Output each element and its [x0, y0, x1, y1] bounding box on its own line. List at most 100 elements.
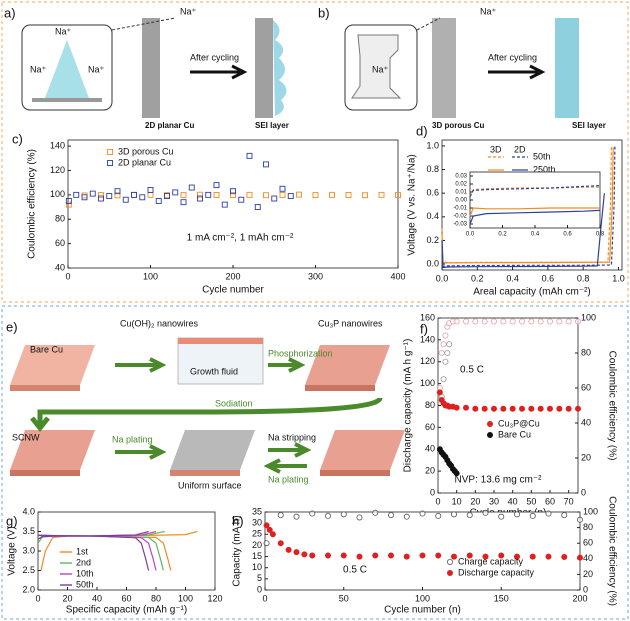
marker — [453, 470, 460, 477]
arrow — [190, 64, 248, 80]
y2-tick-label: 20 — [583, 569, 593, 579]
marker — [547, 405, 554, 412]
marker — [296, 191, 302, 198]
marker — [500, 405, 507, 412]
y-tick-label: 2.5 — [22, 565, 35, 575]
annotation: 0.5 C — [343, 565, 367, 576]
substrate-label: 3D porous Cu — [432, 121, 485, 130]
top-frame — [1, 1, 629, 303]
marker — [372, 509, 379, 516]
panel-label: b) — [318, 5, 330, 20]
marker — [450, 511, 457, 518]
marker — [345, 192, 352, 198]
label: Cu₃P nanowires — [318, 318, 383, 328]
substrate-label: 2D planar Cu — [145, 121, 194, 130]
label: Growth fluid — [190, 366, 238, 376]
marker — [500, 318, 507, 325]
marker — [545, 553, 552, 560]
y-tick-label: 120 — [50, 165, 65, 175]
legend-marker — [107, 160, 113, 166]
marker — [324, 512, 331, 519]
marker — [188, 184, 195, 191]
legend-marker — [107, 149, 113, 155]
annotation: 1 mA cm⁻², 1 mAh cm⁻² — [187, 233, 294, 244]
x-tick-label: 0 — [262, 593, 267, 603]
ion-label: Na⁺ — [55, 26, 72, 36]
y-tick-label: 35 — [252, 506, 262, 516]
bottom-frame — [1, 305, 629, 620]
y2-tick-label: 40 — [583, 553, 593, 563]
series-line — [469, 185, 601, 198]
series-line — [37, 530, 150, 571]
marker — [98, 192, 104, 199]
y2-tick-label: 0 — [583, 584, 588, 594]
marker — [509, 405, 516, 412]
series-line — [469, 209, 601, 225]
marker — [197, 195, 203, 202]
marker — [403, 513, 410, 520]
marker — [556, 318, 563, 325]
y-tick-label: 0.02 — [455, 182, 467, 188]
sei-label: SEI layer — [572, 121, 606, 130]
panel-label: a) — [4, 5, 16, 20]
marker — [537, 318, 544, 325]
marker — [98, 195, 104, 202]
marker — [285, 546, 292, 553]
ion-label: Na⁺ — [180, 6, 197, 16]
label: Na plating — [268, 474, 309, 484]
marker — [419, 510, 426, 517]
marker — [230, 192, 236, 199]
y2-tick-label: 40 — [581, 417, 591, 427]
marker — [419, 552, 426, 559]
marker — [279, 192, 286, 198]
marker — [89, 190, 96, 197]
marker — [65, 201, 72, 208]
marker — [246, 152, 253, 159]
marker — [180, 192, 187, 199]
marker — [254, 204, 261, 210]
x-tick-label: 0.4 — [506, 273, 519, 283]
x-tick-label: 80 — [151, 593, 161, 603]
y-tick-label: 0.8 — [426, 164, 439, 174]
y-tick-label: -0.02 — [453, 214, 467, 220]
marker — [403, 553, 410, 560]
y2-tick-label: 20 — [581, 452, 591, 462]
x-tick-label: 40 — [508, 496, 518, 506]
marker — [213, 182, 220, 189]
marker — [395, 192, 401, 199]
sei — [273, 20, 287, 116]
x-tick-label: 1.0 — [612, 273, 625, 283]
x-tick-label: 0 — [435, 496, 440, 506]
label: SCNW — [12, 432, 40, 442]
y-axis-label: Capacity (mA h) — [232, 515, 243, 586]
plot-frame — [67, 139, 399, 269]
marker — [329, 191, 335, 198]
y2-tick-label: 0 — [581, 487, 586, 497]
label: Phosphorization — [268, 348, 333, 358]
y-axis-label: Voltage (V vs. Na⁺/Na) — [407, 154, 418, 255]
marker — [340, 511, 347, 518]
label: Cu(OH)₂ nanowires — [120, 318, 199, 328]
marker — [446, 341, 453, 348]
marker — [514, 511, 521, 518]
marker — [293, 549, 300, 556]
marker — [263, 192, 269, 199]
legend-label: Charge capacity — [458, 556, 524, 566]
marker — [81, 194, 88, 201]
y-tick-label: 40 — [425, 444, 435, 454]
marker — [287, 193, 294, 200]
marker — [172, 189, 179, 196]
marker — [362, 192, 368, 199]
x-tick-label: 0.2 — [471, 273, 484, 283]
y-tick-label: 40 — [55, 262, 65, 272]
y2-tick-label: 60 — [581, 382, 591, 392]
y-tick-label: 1.0 — [426, 140, 439, 150]
marker — [271, 195, 278, 202]
y-tick-label: 20 — [252, 540, 262, 550]
marker — [440, 376, 447, 383]
x-tick-label: 100 — [143, 271, 158, 281]
annotation: 0.5 C — [460, 365, 484, 376]
marker — [147, 187, 154, 193]
marker — [565, 405, 572, 412]
